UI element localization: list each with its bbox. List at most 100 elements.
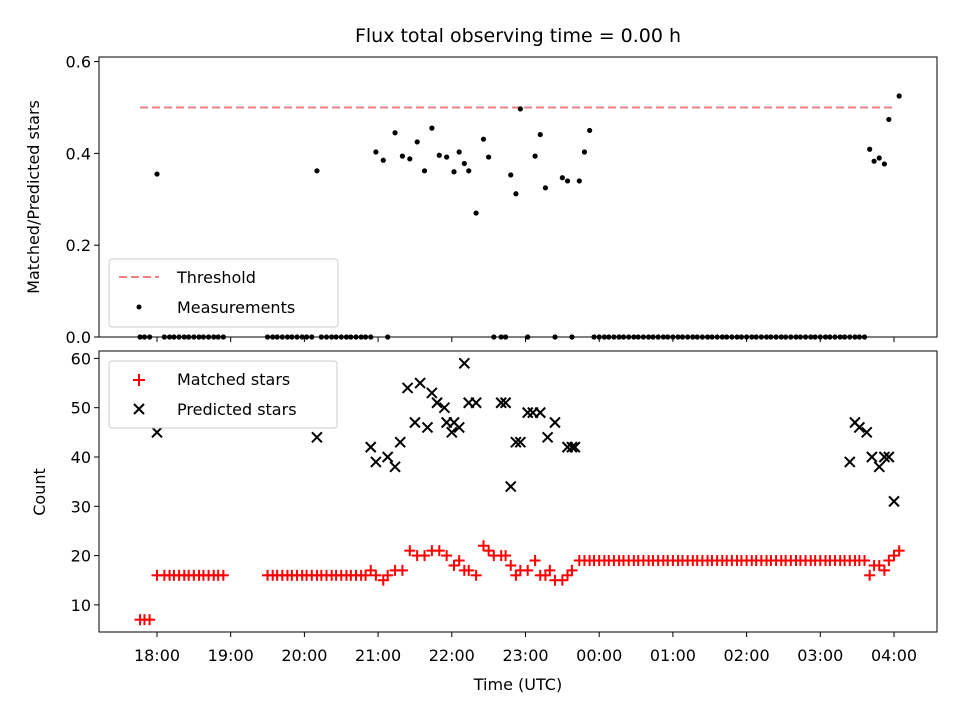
matched-stars-point [144,614,156,626]
predicted-stars-point [505,480,517,493]
measurement-point [444,154,450,160]
predicted-stars-point [495,397,507,409]
chart-title: Flux total observing time = 0.00 h [355,25,681,47]
matched-stars-point [453,555,465,567]
measurement-point [886,116,892,123]
count-legend-box [108,360,338,429]
x-tick-label: 04:00 [871,646,917,665]
matched-stars-point [566,564,578,576]
measurement-point [513,191,519,197]
predicted-stars-point [394,436,406,448]
predicted-stars-point [431,397,443,409]
matched-stars-point [477,540,489,552]
y-tick-label: 30 [71,497,91,516]
measurement-point [896,93,902,99]
predicted-stars-point [510,436,522,448]
x-tick-label: 22:00 [429,646,475,665]
matched-stars-point [529,555,541,567]
matched-stars-point [365,564,377,576]
predicted-stars-point [311,431,323,443]
measurement-point [876,155,882,161]
count-panel: 10 20 30 40 50 60 18:00 19:00 20:00 21:00 22:00 23… [30,349,938,694]
legend-predicted-swatch [133,403,145,415]
predicted-stars-point [878,451,891,463]
measurement-point [587,127,593,134]
matched-stars-point [544,564,556,576]
x-tick-label: 02:00 [724,646,770,665]
matched-stars-point [859,555,871,567]
matched-stars-point [448,559,460,571]
predicted-stars-point [522,406,534,419]
measurement-point [517,106,523,112]
y-tick-label: 0.4 [66,144,91,163]
predicted-stars-point [370,456,382,468]
measurement-point [871,158,877,164]
measurement-point [373,149,379,155]
matched-stars-point [382,569,394,581]
predicted-stars-point [446,426,458,439]
predicted-stars-point [389,461,401,473]
predicted-stars-point [151,426,163,439]
matched-stars-point [470,569,482,581]
y-tick-label: 0.0 [66,328,91,347]
measurement-point [542,185,548,191]
matched-stars-point [878,564,890,576]
measurement-point [314,168,320,174]
count-x-ticks: 18:00 19:00 20:00 21:00 22:00 23:00 00:00 01:00… [134,632,917,665]
measurement-point [154,171,160,177]
y-tick-label: 0.2 [66,236,91,255]
x-tick-label: 18:00 [134,646,180,665]
predicted-stars-point [453,421,465,434]
predicted-stars-point [381,451,394,463]
predicted-stars-point [569,441,581,453]
measurement-point [867,146,873,152]
predicted-stars-point [861,426,873,439]
predicted-stars-point [470,397,482,409]
matched-stars-point [556,574,568,586]
measurement-point [466,168,472,174]
x-tick-label: 19:00 [208,646,254,665]
matched-stars-point [360,569,372,581]
measurement-point [451,169,457,175]
x-tick-label: 21:00 [355,646,401,665]
predicted-stars-point [414,377,426,389]
predicted-stars-point [458,357,471,370]
predicted-stars-point [888,495,900,508]
matched-stars-point [500,550,512,562]
measurement-point [380,157,386,163]
x-tick-label: 00:00 [576,646,622,665]
count-y-axis-label: Count [30,468,49,516]
y-tick-label: 50 [71,399,91,418]
measurement-point [559,175,565,181]
measurement-point [407,156,413,162]
legend-matched-label: Matched stars [177,370,290,389]
legend-measurements-swatch [136,304,142,310]
y-tick-label: 0.6 [66,53,91,72]
matched-stars-point [893,545,905,557]
ratio-x-ticks [156,337,895,342]
measurement-point [881,161,888,167]
predicted-stars-point [499,397,512,409]
matched-stars-point [505,559,517,571]
count-plot-area [134,357,905,626]
ratio-legend: Threshold Measurements [108,258,339,328]
predicted-stars-point [438,401,451,414]
predicted-stars-point [883,451,895,463]
measurement-point [429,125,435,131]
y-tick-label: 40 [71,448,91,467]
matched-stars-point [883,555,895,567]
ratio-y-axis-label: Matched/Predicted stars [24,100,43,294]
predicted-stars-point [549,416,561,429]
matched-stars-point [864,569,876,581]
legend-threshold-label: Threshold [176,268,256,287]
predicted-stars-point [866,451,878,463]
measurement-point [456,149,462,155]
legend-measurements-label: Measurements [177,298,295,317]
predicted-stars-point [541,431,554,443]
matched-stars-point [441,550,453,562]
measurement-point [473,210,479,216]
measurement-point [532,153,538,159]
measurement-point [461,160,467,167]
predicted-stars-point [409,416,421,429]
